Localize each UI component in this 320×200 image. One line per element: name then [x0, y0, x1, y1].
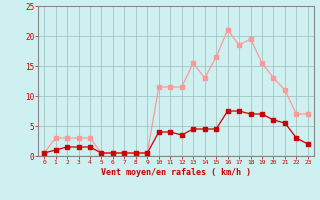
X-axis label: Vent moyen/en rafales ( km/h ): Vent moyen/en rafales ( km/h )	[101, 168, 251, 177]
